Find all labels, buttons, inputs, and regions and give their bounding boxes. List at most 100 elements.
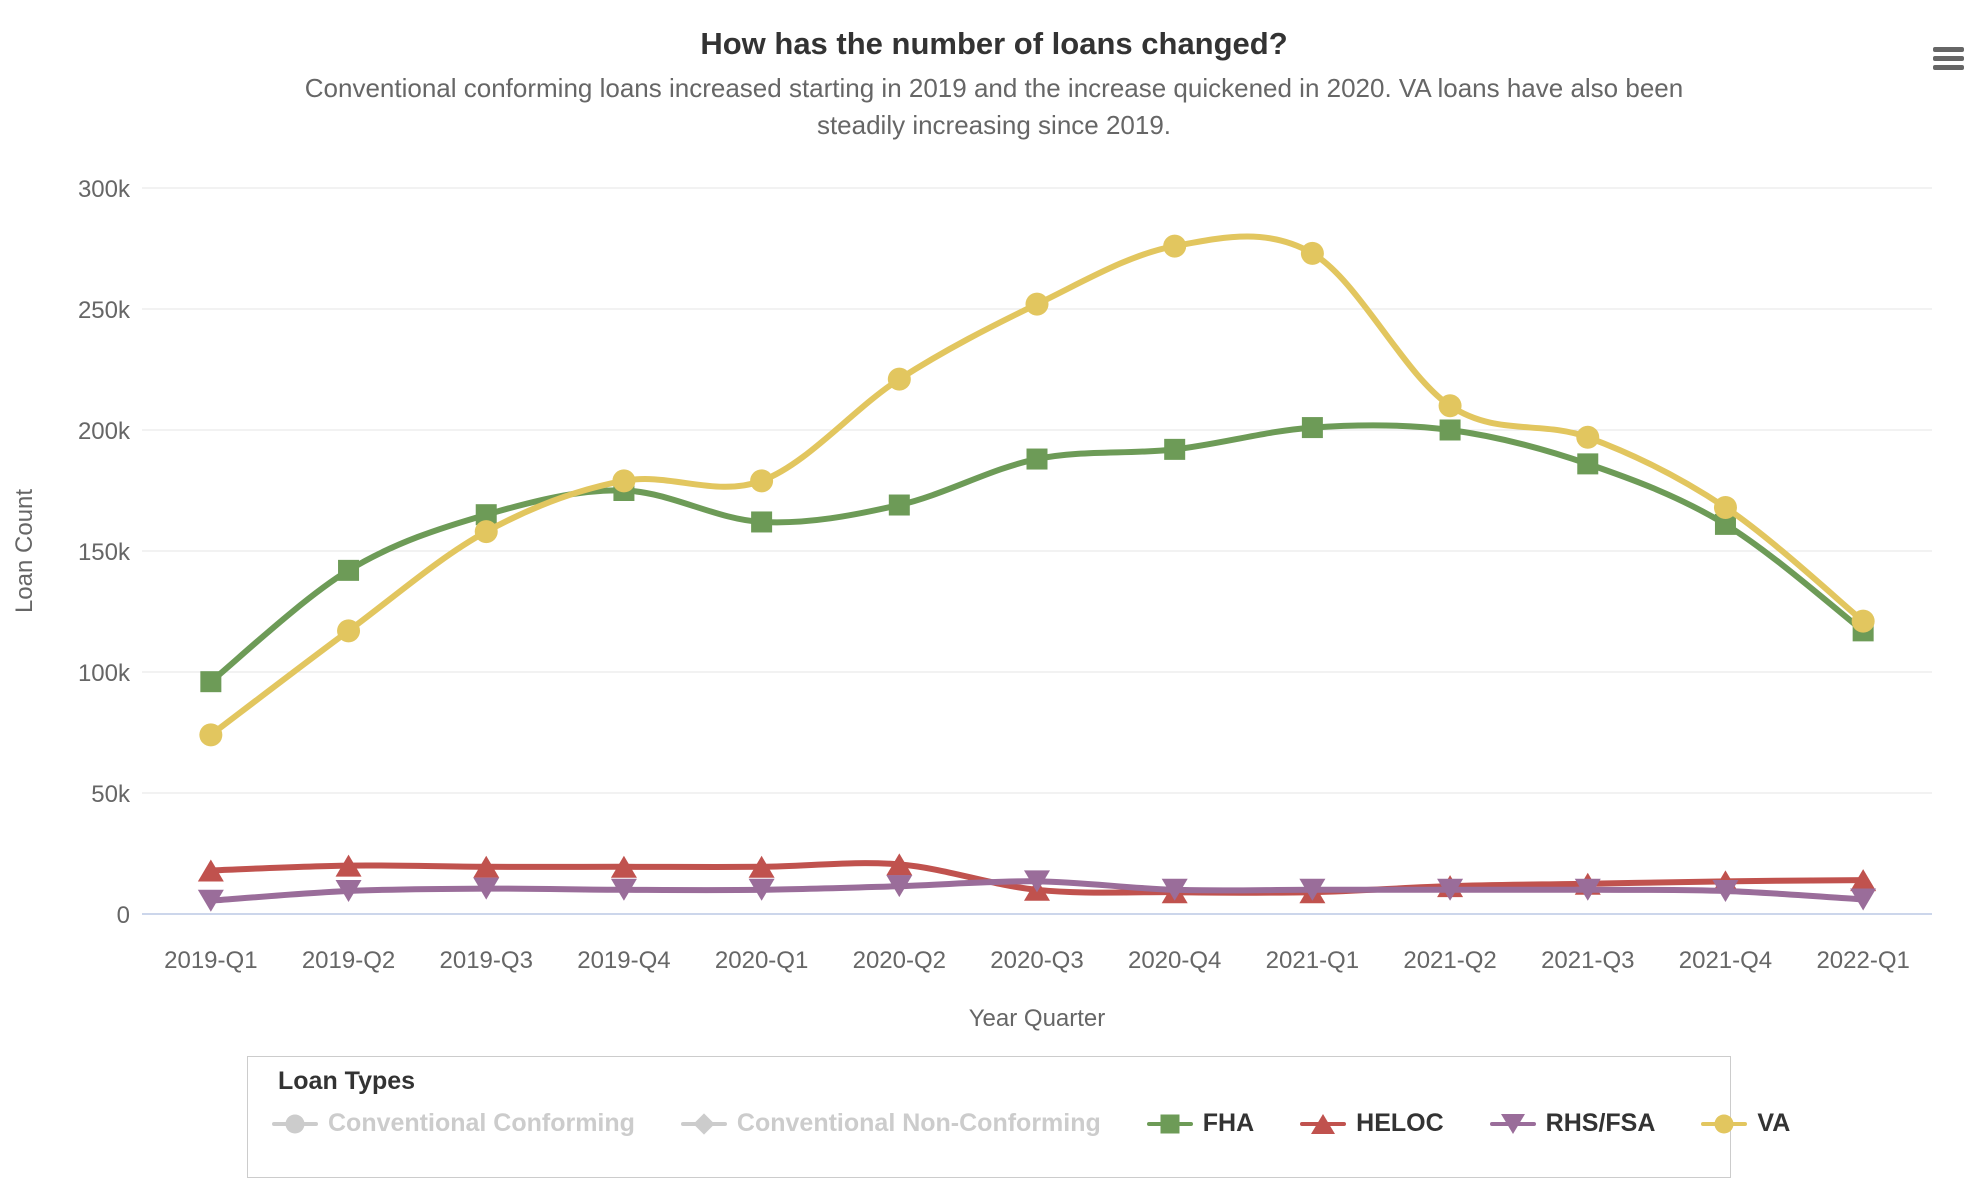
y-tick-label: 0 (117, 902, 130, 929)
y-tick-label: 150k (78, 539, 131, 566)
x-tick-label: 2019-Q1 (164, 947, 257, 974)
y-tick-label: 250k (78, 297, 131, 324)
series-marker-va[interactable] (1025, 292, 1049, 316)
series-marker-heloc[interactable] (197, 859, 224, 882)
legend-square-icon (1160, 1114, 1180, 1133)
x-tick-label: 2020-Q4 (1128, 947, 1221, 974)
series-marker-fha[interactable] (1026, 448, 1048, 470)
hamburger-icon (1933, 64, 1964, 70)
x-tick-label: 2021-Q1 (1266, 947, 1359, 974)
x-tick-label: 2019-Q3 (440, 947, 533, 974)
series-marker-heloc[interactable] (748, 855, 775, 878)
hamburger-icon (1933, 55, 1964, 61)
legend-circle-icon (272, 1111, 318, 1137)
chart-subtitle: Conventional conforming loans increased … (84, 70, 1904, 144)
context-menu-button[interactable] (1926, 42, 1964, 74)
x-tick-label: 2020-Q3 (990, 947, 1083, 974)
legend-triangle-down-icon (1500, 1113, 1525, 1134)
series-marker-va[interactable] (1163, 234, 1187, 258)
series-marker-rhs-fsa[interactable] (1299, 878, 1326, 901)
series-marker-va[interactable] (1851, 609, 1875, 633)
legend-title: Loan Types (278, 1067, 416, 1095)
legend-item-fha[interactable]: FHA (1146, 1109, 1255, 1138)
series-marker-heloc[interactable] (610, 855, 637, 878)
y-tick-label: 50k (91, 781, 131, 808)
y-axis-title: Loan Count (11, 489, 38, 613)
x-tick-label: 2022-Q1 (1816, 947, 1909, 974)
chart-legend: Loan Types Conventional Conforming Conven… (247, 1056, 1790, 1178)
x-tick-label: 2021-Q4 (1679, 947, 1772, 974)
series-marker-fha[interactable] (1439, 419, 1461, 441)
series-marker-fha[interactable] (1577, 453, 1599, 475)
series-marker-rhs-fsa[interactable] (473, 877, 500, 900)
series-marker-rhs-fsa[interactable] (197, 889, 224, 912)
chart-title: How has the number of loans changed? (700, 26, 1288, 61)
x-tick-label: 2019-Q4 (577, 947, 670, 974)
legend-circle-icon (285, 1114, 305, 1133)
series-marker-rhs-fsa[interactable] (1437, 878, 1464, 901)
series-marker-heloc[interactable] (1850, 869, 1877, 892)
legend-items-row: Conventional Conforming Conventional Non-… (272, 1109, 1790, 1138)
legend-square-icon (1146, 1111, 1193, 1137)
x-axis-title: Year Quarter (969, 1005, 1106, 1032)
series-marker-rhs-fsa[interactable] (1161, 878, 1188, 901)
chart-subtitle-line1: Conventional conforming loans increased … (304, 73, 1684, 103)
x-tick-label: 2019-Q2 (302, 947, 395, 974)
series-marker-va[interactable] (750, 469, 774, 493)
series-marker-heloc[interactable] (335, 854, 362, 877)
series-marker-rhs-fsa[interactable] (886, 875, 913, 898)
series-marker-heloc[interactable] (473, 855, 500, 878)
series-marker-rhs-fsa[interactable] (1574, 878, 1601, 901)
series-marker-va[interactable] (1438, 394, 1462, 418)
series-marker-va[interactable] (1576, 425, 1600, 449)
x-tick-label: 2021-Q3 (1541, 947, 1634, 974)
series-marker-fha[interactable] (475, 504, 497, 526)
series-marker-fha[interactable] (888, 494, 910, 516)
series-marker-va[interactable] (474, 520, 498, 544)
legend-item-label: Conventional Conforming (328, 1109, 635, 1137)
legend-triangle-up-icon (1311, 1113, 1336, 1134)
series-marker-fha[interactable] (338, 559, 360, 581)
series-marker-heloc[interactable] (886, 853, 913, 876)
y-tick-label: 100k (78, 660, 131, 687)
legend-item-conventional-non-conforming[interactable]: Conventional Non-Conforming (680, 1109, 1101, 1138)
series-marker-va[interactable] (887, 367, 911, 391)
series-marker-rhs-fsa[interactable] (1024, 870, 1050, 893)
legend-item-label: RHS/FSA (1545, 1109, 1656, 1137)
series-marker-rhs-fsa[interactable] (748, 878, 775, 901)
legend-triangle-up-icon (1300, 1111, 1347, 1137)
legend-item-label: Conventional Non-Conforming (736, 1109, 1101, 1137)
x-tick-label: 2020-Q2 (853, 947, 946, 974)
series-marker-fha[interactable] (200, 671, 222, 693)
legend-circle-icon (1701, 1111, 1748, 1137)
series-marker-va[interactable] (337, 619, 361, 643)
y-tick-label: 300k (78, 176, 131, 203)
legend-circle-icon (1714, 1114, 1734, 1133)
series-marker-fha[interactable] (1301, 417, 1323, 439)
legend-item-label: VA (1757, 1109, 1791, 1137)
series-marker-va[interactable] (199, 723, 223, 747)
chart-subtitle-line2: steadily increasing since 2019. (816, 110, 1172, 140)
hamburger-icon (1933, 46, 1964, 52)
series-marker-rhs-fsa[interactable] (335, 880, 362, 903)
legend-item-rhs-fsa[interactable]: RHS/FSA (1489, 1109, 1656, 1138)
series-marker-rhs-fsa[interactable] (1712, 880, 1739, 903)
series-marker-fha[interactable] (751, 511, 773, 533)
legend-item-va[interactable]: VA (1701, 1109, 1790, 1138)
legend-item-label: HELOC (1356, 1109, 1444, 1137)
series-marker-va[interactable] (1713, 495, 1737, 519)
legend-item-heloc[interactable]: HELOC (1300, 1109, 1444, 1138)
legend-diamond-icon (693, 1112, 715, 1135)
legend-item-label: FHA (1202, 1109, 1255, 1137)
series-marker-va[interactable] (612, 469, 636, 493)
legend-diamond-icon (680, 1111, 727, 1137)
series-marker-rhs-fsa[interactable] (610, 878, 637, 901)
series-marker-fha[interactable] (1714, 513, 1736, 535)
legend-item-conventional-conforming[interactable]: Conventional Conforming (272, 1109, 635, 1138)
series-marker-va[interactable] (1300, 241, 1324, 265)
series-marker-fha[interactable] (1164, 438, 1186, 460)
x-tick-label: 2020-Q1 (715, 947, 808, 974)
x-tick-label: 2021-Q2 (1403, 947, 1496, 974)
series-marker-rhs-fsa[interactable] (1850, 888, 1877, 911)
